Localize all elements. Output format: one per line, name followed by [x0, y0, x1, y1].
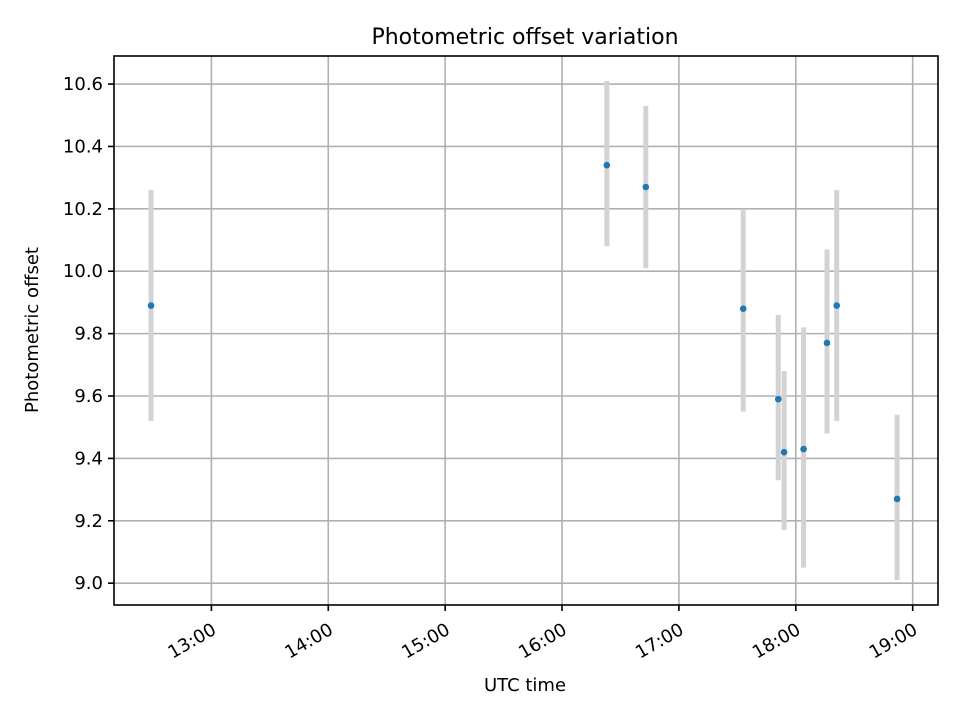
y-tick-label: 10.2 — [63, 199, 103, 220]
x-axis-label: UTC time — [484, 675, 566, 696]
data-point — [147, 302, 155, 309]
y-tick-labels: 9.0 9.2 9.4 9.6 9.8 10.0 10.2 10.4 10.6 — [63, 74, 114, 594]
y-tick-label: 9.2 — [74, 511, 103, 532]
grid-lines — [114, 56, 938, 605]
data-point — [780, 448, 788, 456]
y-axis-label: Photometric offset — [22, 247, 43, 413]
y-tick-label: 9.6 — [74, 386, 103, 407]
y-tick-label: 9.8 — [74, 324, 103, 345]
y-tick-label: 9.4 — [74, 448, 103, 469]
chart-title: Photometric offset variation — [371, 25, 678, 50]
data-point — [642, 183, 650, 191]
data-point — [833, 302, 841, 309]
data-point — [893, 495, 901, 503]
data-point — [823, 339, 831, 347]
data-point — [774, 395, 782, 403]
data-points — [147, 161, 901, 503]
y-tick-label: 9.0 — [74, 573, 103, 594]
data-point — [800, 445, 807, 453]
data-point — [739, 305, 747, 312]
y-tick-label: 10.6 — [63, 74, 103, 95]
y-tick-label: 10.0 — [63, 261, 103, 282]
y-tick-label: 10.4 — [63, 136, 103, 157]
data-point — [603, 161, 611, 169]
plot-frame — [113, 55, 939, 606]
